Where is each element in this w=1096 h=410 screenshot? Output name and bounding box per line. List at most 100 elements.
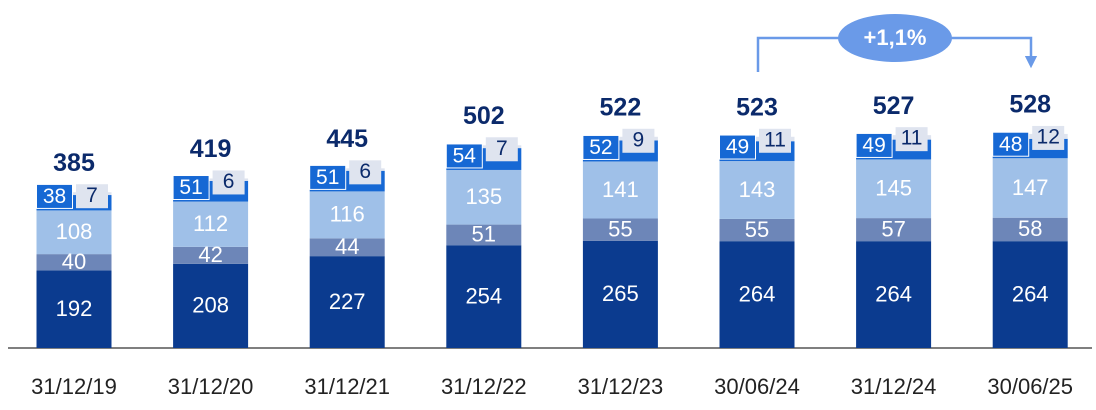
x-tick-label: 31/12/23 xyxy=(578,374,664,399)
bar-segment xyxy=(446,245,522,348)
value-label: 11 xyxy=(764,128,786,151)
value-label: 58 xyxy=(1018,216,1042,241)
x-tick-label: 30/06/25 xyxy=(987,374,1073,399)
x-tick-label: 30/06/24 xyxy=(714,374,800,399)
value-label: 54 xyxy=(453,145,477,168)
value-label: 208 xyxy=(192,293,229,318)
value-label: 40 xyxy=(62,249,86,274)
value-label: 42 xyxy=(198,242,222,267)
label-box xyxy=(719,134,756,160)
total-label: 523 xyxy=(736,93,778,121)
value-label: 55 xyxy=(608,216,632,241)
bar-segment xyxy=(173,263,249,348)
value-label: 265 xyxy=(602,281,639,306)
label-box xyxy=(622,128,655,153)
total-label: 385 xyxy=(53,149,95,177)
bar-segment xyxy=(36,210,112,255)
bar-segment xyxy=(173,201,249,247)
value-label: 49 xyxy=(726,136,749,159)
total-label: 445 xyxy=(326,125,368,153)
value-label: 141 xyxy=(602,177,639,202)
x-tick-label: 31/12/22 xyxy=(441,374,527,399)
bar-segment xyxy=(36,270,112,348)
value-label: 49 xyxy=(862,134,885,157)
bar-segment xyxy=(446,224,522,246)
label-box xyxy=(485,137,518,162)
value-label: 52 xyxy=(589,136,612,159)
bar-segment xyxy=(992,158,1068,218)
value-label: 9 xyxy=(633,128,645,151)
bar-segment xyxy=(36,254,112,271)
x-tick-label: 31/12/24 xyxy=(851,374,937,399)
bar-segment xyxy=(446,169,522,225)
value-label: 227 xyxy=(329,289,366,314)
bar-segment xyxy=(446,145,522,149)
value-label: 192 xyxy=(56,296,93,321)
bar-segment xyxy=(309,191,385,239)
value-label: 51 xyxy=(316,166,339,189)
label-box xyxy=(445,143,483,169)
bar-segment xyxy=(992,241,1068,348)
value-label: 254 xyxy=(465,283,502,308)
value-label: 264 xyxy=(739,281,776,306)
label-box xyxy=(76,184,108,209)
bar-segment xyxy=(719,241,795,348)
value-label: 6 xyxy=(359,160,371,183)
label-box xyxy=(36,183,73,209)
value-label: 38 xyxy=(43,185,66,208)
bar-segment xyxy=(856,135,932,140)
value-label: 143 xyxy=(739,177,776,202)
bar-segment xyxy=(856,159,932,219)
x-tick-label: 31/12/21 xyxy=(304,374,390,399)
annotation-bubble xyxy=(838,14,952,62)
total-label: 528 xyxy=(1009,91,1051,119)
value-label: 7 xyxy=(496,137,508,160)
bar-segment xyxy=(309,238,385,257)
value-label: 116 xyxy=(330,202,365,227)
label-box xyxy=(309,164,347,190)
total-label: 419 xyxy=(190,135,232,163)
value-label: 147 xyxy=(1012,175,1049,200)
bar-segment xyxy=(719,136,795,142)
bar-segment xyxy=(173,246,249,264)
total-label: 522 xyxy=(600,93,642,121)
total-label: 527 xyxy=(873,92,915,120)
label-box xyxy=(349,160,382,185)
bar-segment xyxy=(309,168,385,171)
bar-segment xyxy=(719,161,795,219)
value-label: 51 xyxy=(179,176,202,199)
annotation: +1,1% xyxy=(864,25,927,50)
label-box xyxy=(212,170,245,195)
total-label: 502 xyxy=(463,102,505,130)
value-label: 264 xyxy=(1012,281,1049,306)
value-label: 44 xyxy=(335,234,359,259)
label-box xyxy=(855,132,893,158)
bar-segment xyxy=(173,178,249,181)
x-tick-label: 31/12/19 xyxy=(31,374,117,399)
bar-segment xyxy=(719,218,795,242)
bar-segment xyxy=(582,161,658,219)
value-label: 48 xyxy=(999,133,1022,156)
bar-segment xyxy=(582,240,658,348)
value-label: 6 xyxy=(223,170,235,193)
value-label: 51 xyxy=(472,222,496,247)
value-label: 55 xyxy=(745,217,769,242)
x-tick-label: 31/12/20 xyxy=(168,374,254,399)
bar-segment xyxy=(582,218,658,241)
value-label: 108 xyxy=(56,219,93,244)
bar-segment xyxy=(992,133,1068,139)
bar-segment xyxy=(309,256,385,348)
label-box xyxy=(759,128,791,153)
bar-segment xyxy=(36,192,112,196)
value-label: 112 xyxy=(193,211,228,236)
value-label: 12 xyxy=(1037,125,1060,148)
label-box xyxy=(582,134,620,160)
value-label: 135 xyxy=(465,184,502,209)
bar-segment xyxy=(856,241,932,348)
value-label: 145 xyxy=(875,176,912,201)
label-box xyxy=(172,175,210,201)
bar-segment xyxy=(992,217,1068,242)
value-label: 7 xyxy=(86,184,98,207)
bar-segment xyxy=(582,136,658,141)
